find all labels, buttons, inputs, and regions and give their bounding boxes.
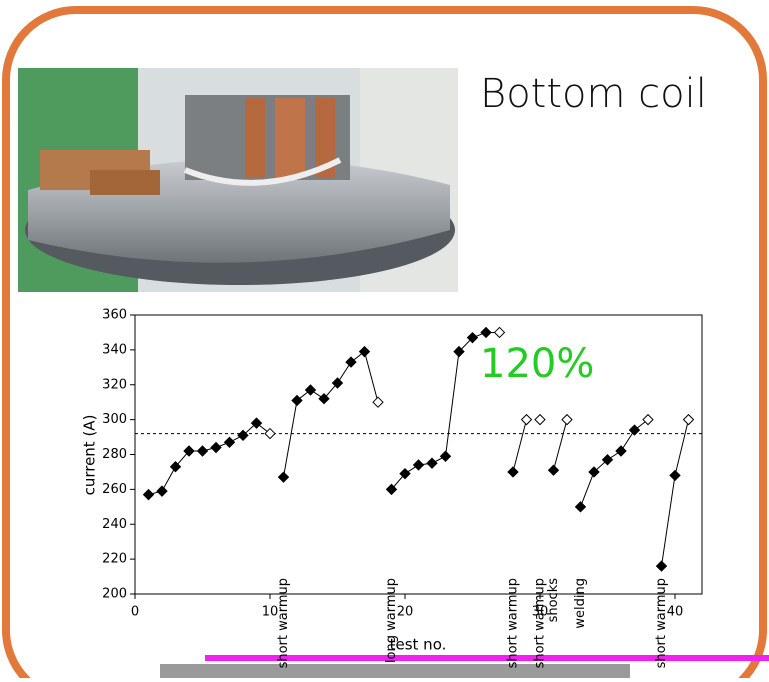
- series-line: [553, 419, 568, 471]
- point: [439, 450, 452, 462]
- y-tick-label: 260: [102, 482, 127, 497]
- plot-frame: [134, 314, 703, 595]
- note: short warmup: [276, 578, 291, 668]
- y-tick-label: 220: [102, 552, 127, 567]
- point: [453, 345, 465, 358]
- point: [345, 356, 357, 368]
- point: [547, 464, 560, 476]
- x-tick-label: 0: [131, 605, 139, 620]
- slide-title: Bottom coil: [480, 71, 707, 117]
- series-line: [512, 419, 527, 473]
- y-tick-label: 280: [102, 447, 127, 462]
- point: [561, 413, 573, 426]
- x-tick-label: 30: [532, 605, 549, 620]
- point: [372, 396, 384, 408]
- point: [628, 424, 641, 436]
- point: [304, 384, 317, 396]
- x-tick-label: 10: [262, 605, 279, 620]
- point: [183, 445, 195, 457]
- point: [682, 413, 695, 426]
- y-tick-label: 200: [102, 587, 127, 602]
- point: [318, 392, 330, 405]
- point: [669, 469, 681, 482]
- point: [196, 445, 209, 457]
- point: [277, 471, 290, 483]
- note: long warmup: [384, 578, 399, 663]
- point: [574, 501, 587, 513]
- x-tick-label: 40: [667, 605, 684, 620]
- point: [480, 326, 492, 339]
- photo: [18, 68, 458, 292]
- series-line: [283, 350, 379, 478]
- accent-bar: [205, 655, 769, 661]
- point: [385, 483, 398, 496]
- series-line: [661, 419, 689, 567]
- point: [426, 457, 438, 469]
- point: [210, 441, 222, 454]
- y-tick-label: 360: [102, 308, 127, 323]
- point: [223, 436, 236, 449]
- point: [520, 413, 533, 426]
- point: [588, 466, 600, 478]
- point: [237, 429, 249, 442]
- y-axis-label: current (A): [81, 415, 99, 496]
- annotation: 120%: [480, 341, 594, 387]
- note: short warmup: [533, 578, 548, 668]
- point: [507, 466, 519, 478]
- point: [169, 460, 182, 473]
- photo-strip: [160, 664, 630, 678]
- point: [358, 345, 371, 358]
- point: [142, 488, 155, 501]
- point: [655, 560, 668, 572]
- point: [156, 485, 168, 497]
- point: [291, 394, 303, 407]
- point: [399, 467, 411, 480]
- x-axis-label: test no.: [390, 636, 447, 654]
- note: short warmup: [654, 578, 669, 668]
- note: shocks: [546, 578, 561, 623]
- note: welding: [573, 578, 588, 629]
- point: [601, 454, 614, 466]
- y-tick-label: 340: [102, 342, 127, 357]
- point: [331, 377, 344, 389]
- point: [250, 417, 263, 429]
- point: [534, 413, 546, 426]
- point: [493, 326, 506, 339]
- point: [615, 445, 627, 457]
- slide-border: [2, 6, 767, 682]
- point: [466, 331, 479, 344]
- point: [412, 459, 425, 471]
- series-line: [580, 419, 649, 507]
- y-tick-label: 320: [102, 377, 127, 392]
- note: short warmup: [506, 578, 521, 668]
- y-tick-label: 240: [102, 517, 127, 532]
- series-line: [148, 422, 271, 496]
- point: [642, 413, 654, 426]
- y-tick-label: 300: [102, 412, 127, 427]
- x-tick-label: 20: [397, 605, 414, 620]
- point: [264, 427, 276, 440]
